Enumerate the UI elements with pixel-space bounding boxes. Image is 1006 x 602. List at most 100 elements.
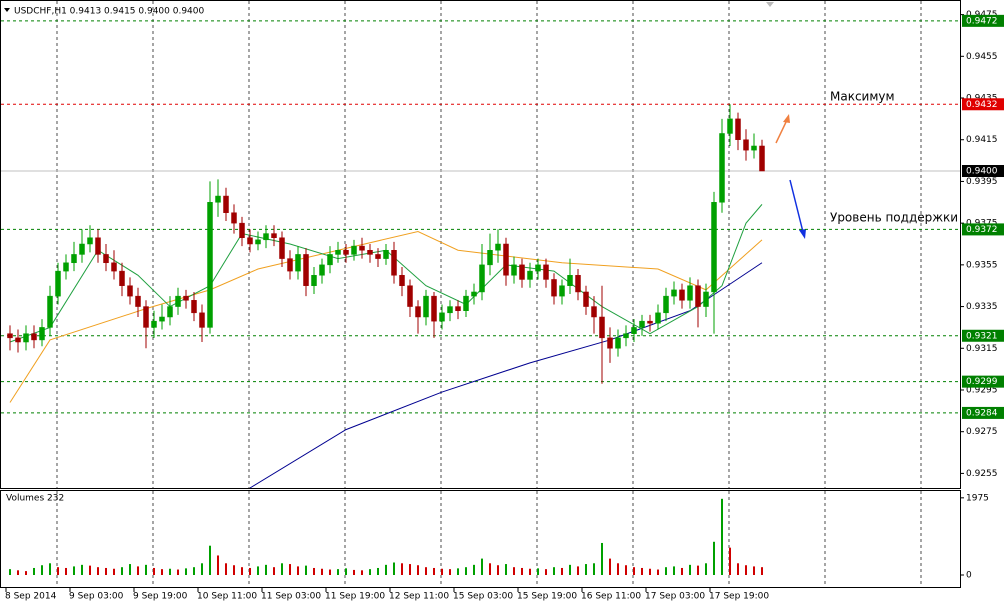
candle-body [175,295,181,307]
level-label: 0.9284 [966,408,998,418]
candle-body [431,295,437,322]
price-label-box [962,165,1004,178]
candle-body [159,316,165,322]
volume-panel [0,490,961,588]
level-label: 0.9321 [966,331,998,341]
candle-body [759,145,765,172]
candle-body [263,233,269,241]
arrow-up [775,114,790,144]
candle-body [375,254,381,259]
annotation: Максимум [830,90,895,104]
moving-average [9,204,763,343]
shift-marker [766,2,774,7]
y-tick-label: 0.9355 [966,260,998,270]
x-tick-label: 11 Sep 19:00 [325,592,385,602]
x-tick-label: 15 Sep 19:00 [517,592,577,602]
y-tick-label: 0.9395 [966,177,998,187]
y-tick-label: 0.9315 [966,344,998,354]
candle-body [191,300,197,314]
x-tick-label: 8 Sep 2014 [5,592,57,602]
candle-body [71,254,77,264]
candle-body [455,306,461,311]
candle-body [527,270,533,280]
x-tick-label: 16 Sep 11:00 [581,592,641,602]
y-tick-label: 0.9255 [966,469,998,479]
candle-body [703,291,709,307]
candle-body [471,291,477,297]
candle-body [423,295,429,318]
candle-body [591,306,597,318]
candle-body [111,262,117,272]
candle-body [87,237,93,245]
level-label-box [962,98,1004,111]
candle-body [47,295,53,328]
candle-body [631,327,637,334]
candle-body [183,295,189,301]
candle-body [391,250,397,276]
candle-body [543,264,549,280]
candle-body [719,133,725,203]
candle-body [279,237,285,259]
candle-body [143,306,149,328]
menu-arrow [4,8,10,12]
candle-body [7,333,13,339]
candle-body [343,250,349,255]
candle-body [55,270,61,297]
candle-body [623,333,629,339]
candle-body [511,264,517,276]
candle-body [751,145,757,151]
candle-body [655,312,661,324]
candle-body [671,289,677,297]
candle-body [439,312,445,322]
candle-body [367,250,373,255]
candle-body [223,195,229,213]
x-tick-label: 9 Sep 19:00 [133,592,188,602]
candle-body [255,239,261,245]
y-tick-label: 0.9295 [966,385,998,395]
candle-body [151,320,157,328]
y-tick-label: 0.9415 [966,135,998,145]
candle-body [519,264,525,280]
level-label: 0.9372 [966,225,998,235]
candle-body [119,270,125,286]
level-label-box [962,223,1004,236]
candle-body [295,254,301,272]
candle-body [287,258,293,272]
candle-body [383,250,389,259]
candle-body [215,195,221,203]
candle-body [615,337,621,349]
candle-body [167,306,173,318]
candle-body [535,264,541,272]
candle-body [503,243,509,276]
candle-body [415,306,421,318]
candle-body [135,295,141,307]
candle-body [95,237,101,255]
level-label-box [962,14,1004,27]
candle-body [199,312,205,328]
candle-body [359,245,365,251]
candle-body [551,279,557,297]
moving-average [9,230,763,403]
candle-body [79,243,85,255]
candle-body [271,233,277,238]
x-tick-label: 12 Sep 11:00 [389,592,449,602]
chart-title: USDCHF,H1 0.9413 0.9415 0.9400 0.9400 [14,7,204,17]
candle-body [639,320,645,328]
candle-body [463,295,469,311]
x-tick-label: 17 Sep 19:00 [709,592,769,602]
candle-body [599,316,605,339]
candle-body [335,250,341,255]
level-label: 0.9432 [966,100,998,110]
candle-body [559,285,565,297]
candle-body [39,327,45,341]
candle-body [447,306,453,314]
level-label-box [962,406,1004,419]
candle-body [727,118,733,134]
x-tick-label: 17 Sep 03:00 [645,592,705,602]
candle-body [303,254,309,286]
candle-body [495,243,501,251]
candle-body [567,275,573,286]
candle-body [679,289,685,301]
level-label: 0.9299 [966,377,998,387]
